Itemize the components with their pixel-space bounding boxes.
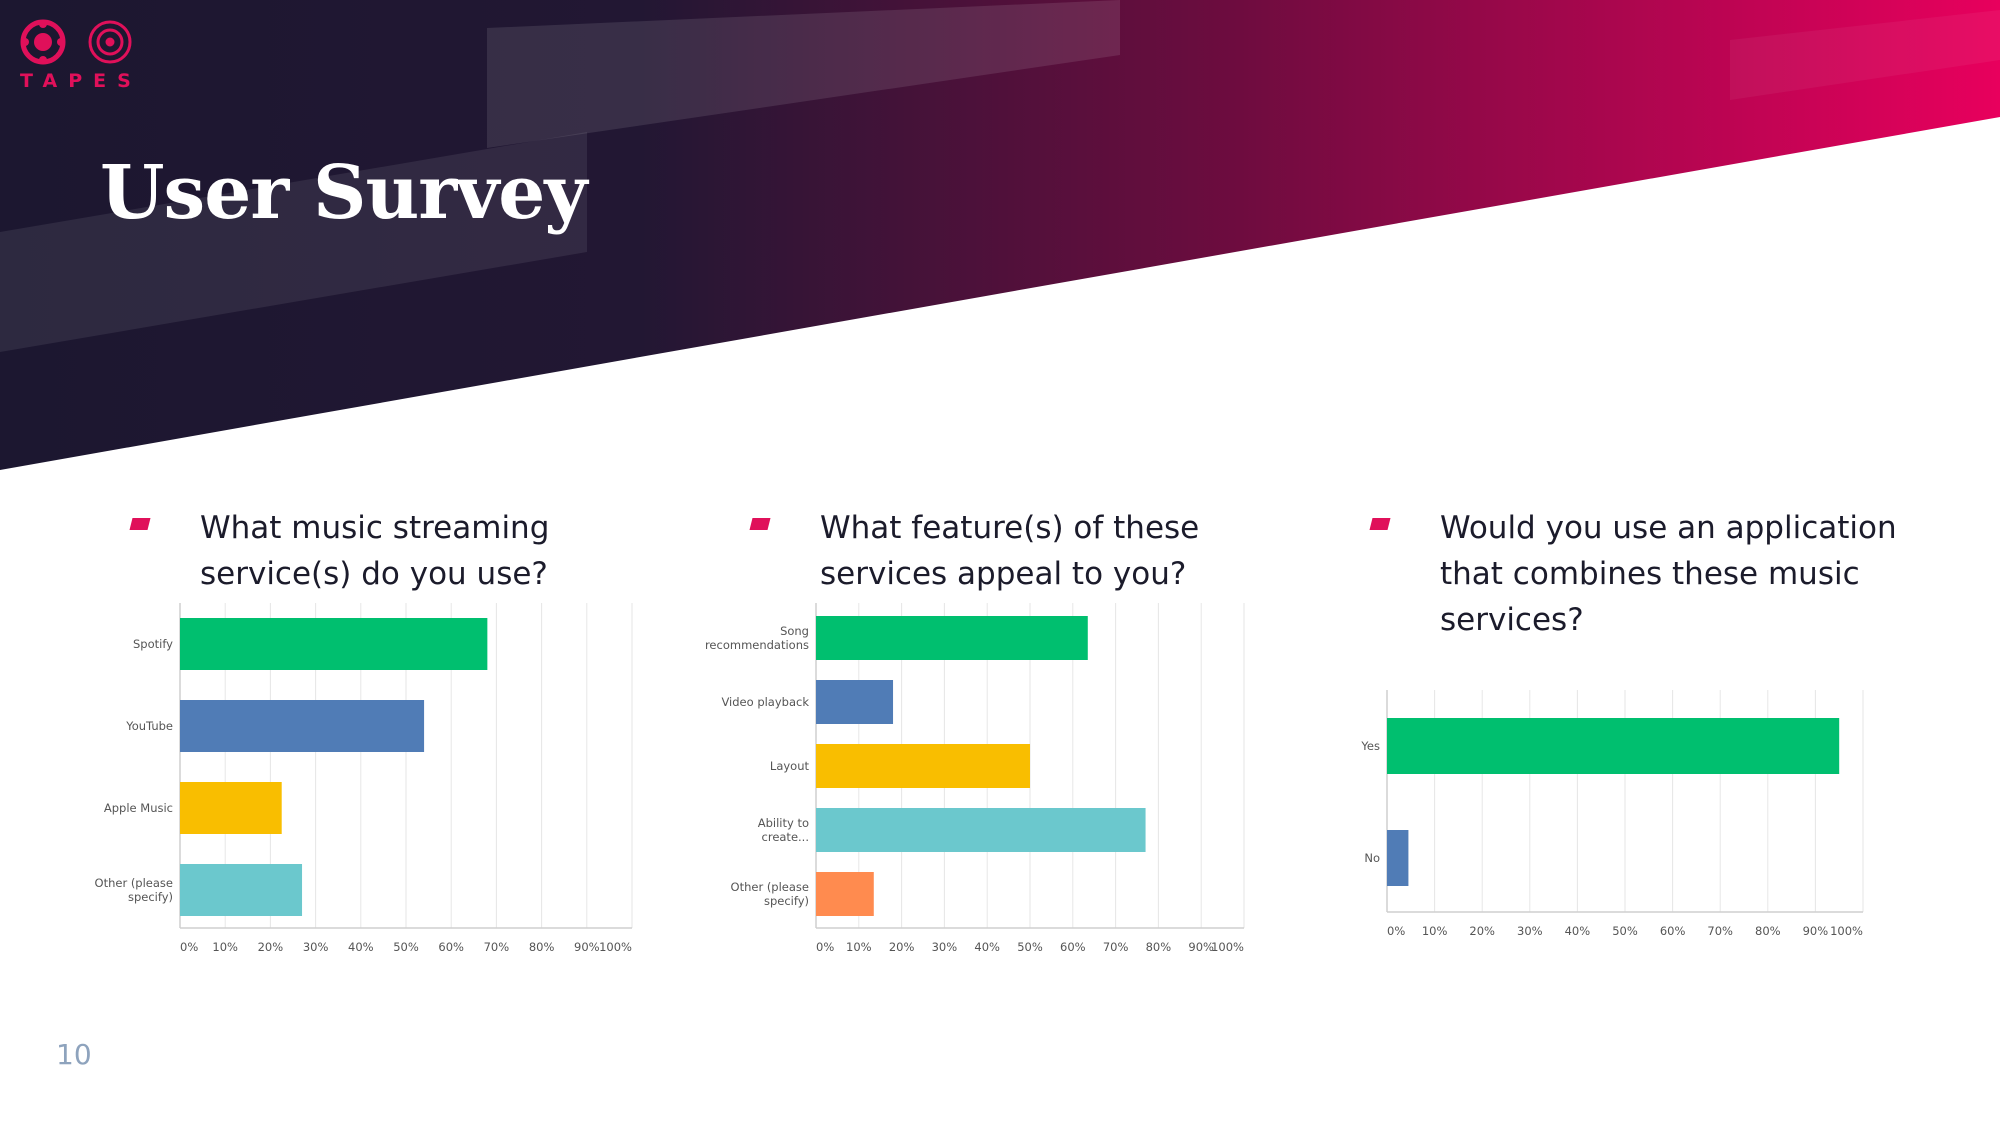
tick-label: 70%: [1707, 924, 1733, 938]
category-label: Layout: [770, 759, 810, 773]
bar: [816, 616, 1088, 660]
tick-label: 80%: [1146, 940, 1172, 954]
category-label: specify): [764, 894, 809, 908]
tick-label: 20%: [258, 940, 284, 954]
tick-label: 80%: [1755, 924, 1781, 938]
tick-label: 30%: [303, 940, 329, 954]
bar: [1387, 830, 1409, 886]
category-label: Other (please: [95, 876, 173, 890]
bar: [816, 872, 874, 916]
tick-label: 70%: [484, 940, 510, 954]
question-2-line: What feature(s) of these: [820, 510, 1200, 546]
question-1-line: What music streaming: [200, 510, 550, 546]
question-3-line: services?: [1440, 602, 1584, 638]
reel-icon: [20, 19, 66, 65]
tick-label: 20%: [1469, 924, 1495, 938]
tick-label: 60%: [1060, 940, 1086, 954]
category-label: recommendations: [705, 638, 809, 652]
tick-label: 10%: [1422, 924, 1448, 938]
question-3: Would you use an application that combin…: [1440, 505, 1897, 643]
page-title: User Survey: [100, 150, 587, 236]
tick-label: 0%: [1387, 924, 1405, 938]
logo-text: TAPES: [20, 70, 142, 92]
tick-label: 90%: [1803, 924, 1829, 938]
category-label: create...: [762, 830, 809, 844]
bullet-marker: [129, 518, 151, 530]
tick-label: 100%: [1830, 924, 1863, 938]
bullet-marker: [749, 518, 771, 530]
tick-label: 30%: [1517, 924, 1543, 938]
category-label: YouTube: [125, 719, 173, 733]
bar: [180, 700, 425, 752]
bar: [180, 864, 303, 916]
tick-label: 60%: [1660, 924, 1686, 938]
tick-label: 90%: [1188, 940, 1214, 954]
category-label: Apple Music: [104, 801, 173, 815]
tick-label: 10%: [212, 940, 238, 954]
tick-label: 30%: [932, 940, 958, 954]
tick-label: 80%: [529, 940, 555, 954]
category-label: Video playback: [721, 695, 809, 709]
category-label: specify): [128, 890, 173, 904]
category-label: Spotify: [133, 637, 173, 651]
tick-label: 90%: [574, 940, 600, 954]
tick-label: 40%: [974, 940, 1000, 954]
tick-label: 0%: [816, 940, 834, 954]
page-number: 10: [56, 1038, 92, 1071]
tick-label: 0%: [180, 940, 198, 954]
question-2: What feature(s) of these services appeal…: [820, 505, 1199, 597]
category-label: Ability to: [758, 816, 809, 830]
tick-label: 50%: [393, 940, 419, 954]
tick-label: 20%: [889, 940, 915, 954]
tick-label: 100%: [599, 940, 632, 954]
tick-label: 40%: [1565, 924, 1591, 938]
bar: [816, 680, 894, 724]
bar: [180, 782, 282, 834]
question-3-line: Would you use an application: [1440, 510, 1897, 546]
question-2-line: services appeal to you?: [820, 556, 1187, 592]
tick-label: 50%: [1017, 940, 1043, 954]
bar: [180, 618, 488, 670]
tick-label: 40%: [348, 940, 374, 954]
bullet-marker: [1369, 518, 1391, 530]
tapes-logo: [20, 19, 132, 65]
header-banner: [0, 0, 2000, 470]
bar: [816, 744, 1030, 788]
category-label: Song: [780, 624, 809, 638]
category-label: No: [1364, 851, 1380, 865]
category-label: Yes: [1360, 739, 1380, 753]
tick-label: 10%: [846, 940, 872, 954]
tick-label: 50%: [1612, 924, 1638, 938]
question-3-line: that combines these music: [1440, 556, 1860, 592]
tick-label: 100%: [1211, 940, 1244, 954]
bar: [1387, 718, 1840, 774]
category-label: Other (please: [731, 880, 809, 894]
tick-label: 60%: [438, 940, 464, 954]
question-1: What music streaming service(s) do you u…: [200, 505, 549, 597]
tick-label: 70%: [1103, 940, 1129, 954]
bar: [816, 808, 1146, 852]
question-1-line: service(s) do you use?: [200, 556, 548, 592]
reel-outline-icon: [88, 20, 132, 64]
